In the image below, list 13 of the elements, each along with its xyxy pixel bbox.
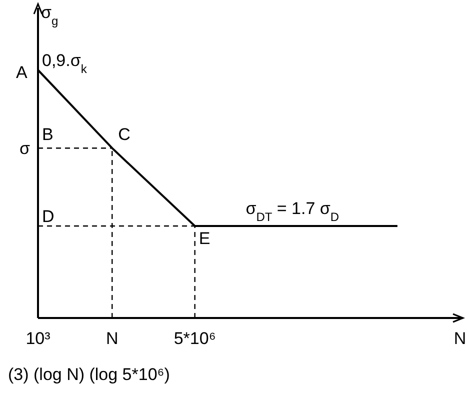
annotation: σ$_{DT}$ = 1.7 σ$_{D}$ — [246, 198, 340, 224]
annotation: A — [16, 63, 28, 82]
annotation: D — [42, 206, 54, 226]
x-tick-label: N — [106, 329, 118, 348]
text: (3) (log N) (log 5*10⁶) — [8, 365, 170, 384]
annotation: C — [118, 125, 130, 144]
annotation: B — [42, 125, 54, 144]
annotation: E — [198, 228, 210, 248]
annotation: 0,9.σ$_{k}$ — [42, 51, 88, 76]
y-axis-title: σ$_{g}$ — [41, 3, 58, 28]
x-tick-label: 10³ — [26, 329, 51, 348]
x-tick-label: 5*10⁶ — [174, 329, 216, 348]
ref-line-label: σ — [20, 139, 30, 158]
